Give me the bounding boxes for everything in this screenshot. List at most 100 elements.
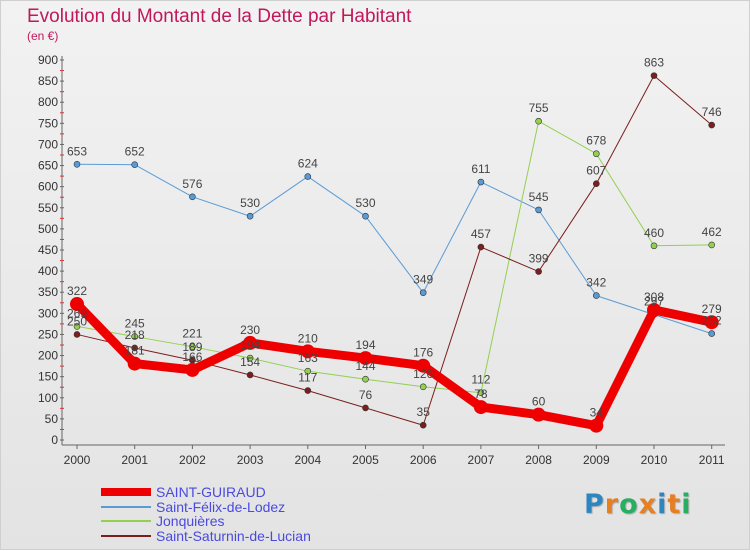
- legend-swatch: [101, 505, 151, 508]
- data-label-jonqui-res: 144: [355, 359, 375, 373]
- y-tick-label: 150: [38, 370, 58, 384]
- data-label-saint-saturnin-de-lucian: 218: [125, 328, 145, 342]
- data-label-jonqui-res: 245: [125, 317, 145, 331]
- data-point-jonqui-res: [73, 323, 81, 330]
- legend-label: Saint-Saturnin-de-Lucian: [156, 527, 311, 544]
- data-label-saint-saturnin-de-lucian: 607: [586, 164, 606, 178]
- data-label-saint-guiraud: 176: [413, 346, 433, 360]
- y-tick-label: 450: [38, 243, 58, 257]
- data-point-saint-f-lix-de-lodez: [73, 160, 81, 168]
- data-label-saint-saturnin-de-lucian: 117: [298, 371, 317, 385]
- logo-letter: i: [657, 489, 668, 520]
- data-point-saint-f-lix-de-lodez: [246, 212, 254, 220]
- data-point-saint-saturnin-de-lucian: [535, 268, 542, 275]
- data-label-jonqui-res: 112: [471, 373, 490, 387]
- chart-title: Evolution du Montant de la Dette par Hab…: [27, 6, 412, 27]
- logo-letter: i: [681, 489, 692, 520]
- data-point-saint-guiraud: [300, 344, 315, 359]
- data-label-saint-f-lix-de-lodez: 653: [67, 144, 87, 158]
- data-label-saint-saturnin-de-lucian: 35: [417, 405, 431, 419]
- data-label-saint-f-lix-de-lodez: 576: [182, 177, 202, 191]
- y-tick-label: 200: [38, 349, 58, 363]
- y-tick-label: 300: [38, 306, 58, 320]
- data-label-saint-guiraud: 308: [644, 290, 664, 304]
- data-label-saint-f-lix-de-lodez: 530: [355, 196, 375, 210]
- data-label-saint-f-lix-de-lodez: 349: [413, 273, 433, 287]
- legend-label: Saint-Félix-de-Lodez: [156, 498, 286, 515]
- x-tick-label: 2008: [525, 453, 552, 467]
- data-point-saint-f-lix-de-lodez: [362, 212, 369, 220]
- data-point-saint-f-lix-de-lodez: [419, 289, 427, 296]
- x-tick-label: 2004: [294, 453, 321, 467]
- data-point-saint-f-lix-de-lodez: [477, 178, 485, 186]
- x-tick-label: 2003: [237, 453, 264, 467]
- data-point-saint-guiraud: [704, 315, 719, 330]
- legend-swatch: [101, 520, 151, 522]
- data-point-saint-saturnin-de-lucian: [304, 387, 312, 394]
- data-label-saint-guiraud: 194: [355, 338, 375, 352]
- data-label-saint-saturnin-de-lucian: 76: [359, 388, 373, 402]
- data-label-jonqui-res: 126: [413, 367, 433, 381]
- logo-letter: P: [584, 489, 605, 520]
- data-point-saint-f-lix-de-lodez: [131, 161, 138, 169]
- data-point-jonqui-res: [419, 383, 427, 391]
- data-point-saint-saturnin-de-lucian: [477, 243, 485, 251]
- data-label-saint-guiraud: 34: [590, 406, 604, 420]
- data-point-saint-f-lix-de-lodez: [535, 206, 542, 214]
- logo-letter: t: [667, 489, 682, 520]
- data-point-saint-guiraud: [243, 335, 258, 350]
- data-label-jonqui-res: 163: [298, 351, 318, 365]
- data-point-jonqui-res: [189, 343, 196, 350]
- y-tick-label: 650: [38, 159, 58, 173]
- data-point-saint-guiraud: [473, 400, 488, 415]
- data-label-saint-guiraud: 78: [474, 387, 488, 401]
- data-label-saint-guiraud: 166: [182, 350, 202, 364]
- y-tick-label: 500: [38, 222, 58, 236]
- data-label-saint-saturnin-de-lucian: 746: [702, 105, 722, 119]
- data-point-saint-guiraud: [589, 418, 604, 433]
- legend-swatch: [101, 488, 151, 496]
- data-label-jonqui-res: 269: [67, 306, 87, 320]
- x-tick-label: 2005: [352, 453, 379, 467]
- data-point-saint-f-lix-de-lodez: [304, 173, 312, 180]
- data-point-saint-guiraud: [531, 407, 546, 422]
- y-tick-label: 0: [51, 433, 58, 447]
- data-label-saint-saturnin-de-lucian: 863: [644, 56, 664, 70]
- data-point-jonqui-res: [304, 367, 312, 375]
- data-point-jonqui-res: [131, 333, 138, 340]
- data-point-jonqui-res: [535, 117, 542, 125]
- data-point-saint-saturnin-de-lucian: [362, 404, 369, 412]
- data-label-jonqui-res: 194: [240, 338, 260, 352]
- data-point-saint-guiraud: [416, 358, 431, 373]
- data-point-saint-saturnin-de-lucian: [73, 331, 81, 338]
- data-point-jonqui-res: [477, 389, 485, 397]
- data-label-saint-guiraud: 60: [532, 395, 546, 409]
- data-label-saint-saturnin-de-lucian: 250: [67, 314, 87, 328]
- data-label-saint-f-lix-de-lodez: 624: [298, 157, 318, 171]
- x-tick-label: 2007: [468, 453, 495, 467]
- data-label-saint-guiraud: 181: [125, 344, 145, 358]
- data-label-saint-f-lix-de-lodez: 611: [471, 162, 490, 176]
- series-line-saint-guiraud: [72, 299, 717, 431]
- data-point-jonqui-res: [592, 150, 600, 158]
- x-tick-label: 2001: [121, 453, 148, 467]
- data-label-saint-f-lix-de-lodez: 297: [644, 295, 664, 309]
- data-label-saint-f-lix-de-lodez: 252: [702, 314, 722, 328]
- y-tick-label: 400: [38, 264, 58, 278]
- data-point-saint-f-lix-de-lodez: [708, 330, 716, 337]
- y-tick-label: 800: [38, 95, 58, 109]
- y-tick-label: 550: [38, 201, 58, 215]
- data-label-jonqui-res: 462: [702, 225, 722, 239]
- data-point-saint-guiraud: [358, 351, 373, 366]
- legend-label: SAINT-GUIRAUD: [156, 484, 266, 500]
- legend-swatch: [101, 534, 151, 537]
- x-tick-label: 2000: [64, 453, 91, 467]
- data-label-saint-saturnin-de-lucian: 189: [182, 340, 202, 354]
- data-label-jonqui-res: 755: [529, 101, 549, 115]
- proxiti-logo: Proxiti: [584, 489, 692, 520]
- data-label-saint-f-lix-de-lodez: 342: [586, 276, 606, 290]
- x-tick-label: 2010: [641, 453, 668, 467]
- logo-letter: x: [638, 489, 658, 520]
- data-label-saint-saturnin-de-lucian: 399: [529, 252, 549, 266]
